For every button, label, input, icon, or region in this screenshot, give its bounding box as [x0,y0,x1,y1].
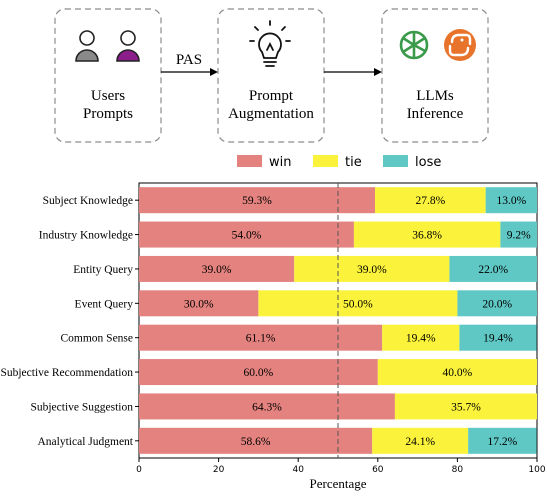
x-tick-label-1: 20 [213,465,225,475]
bar-tie-4 [382,324,460,351]
data-label-win-1: 54.0% [232,230,262,242]
bar-lose-7 [468,427,537,454]
prompt-augmentation-box [217,8,325,143]
y-tick-label-6: Subjective Suggestion [30,401,133,413]
bar-tie-2 [294,255,450,282]
bar-tie-7 [372,427,469,454]
bar-lose-4 [459,324,537,351]
x-tick-label-5: 100 [528,465,545,475]
bar-win-4 [139,324,383,351]
data-label-lose-2: 22.0% [478,264,508,276]
y-tick-label-5: Subjective Recommendation [0,367,133,379]
users-box-line1: Users [91,88,125,104]
data-label-tie-2: 39.0% [357,264,387,276]
bar-lose-0 [485,187,537,214]
chart-legend: win tie lose [237,155,441,170]
x-tick-label-4: 80 [452,465,464,475]
data-label-tie-1: 36.8% [412,230,442,242]
claude-logo-icon [444,29,476,61]
x-tick-label-0: 0 [136,465,142,475]
legend-swatch-lose [383,155,408,167]
bar-tie-6 [394,393,537,420]
arrow-inference [324,68,382,76]
data-label-tie-4: 19.4% [406,333,436,345]
x-tick-label-3: 60 [372,465,384,475]
bar-tie-5 [377,359,537,386]
pipeline-diagram: Users Prompts PAS Prompt Augmentation [54,8,489,143]
arrow-pas [161,68,218,76]
data-label-lose-4: 19.4% [483,333,513,345]
x-tick-label-2: 40 [292,465,304,475]
data-label-win-6: 64.3% [252,401,282,413]
bar-lose-1 [500,221,537,248]
y-tick-label-2: Entity Query [73,264,133,276]
data-label-win-0: 59.3% [242,195,272,207]
stacked-bar-chart: win tie lose 59.3% 27.8% 13.0% 54.0% 36.8% 9.2%… [0,155,546,491]
data-label-win-3: 30.0% [184,298,214,310]
user-gray-icon [75,30,99,62]
user-purple-icon [116,30,140,62]
bar-win-0 [139,187,376,214]
y-tick-label-3: Event Query [75,298,134,310]
bar-tie-3 [258,290,458,317]
data-label-tie-5: 40.0% [443,367,473,379]
bar-win-7 [139,427,373,454]
bar-lose-3 [457,290,537,317]
data-label-win-7: 58.6% [241,436,271,448]
y-tick-label-7: Analytical Judgment [38,436,134,448]
bar-tie-0 [375,187,486,214]
legend-label-win: win [269,155,291,170]
y-tick-label-4: Common Sense [60,333,133,345]
bar-win-3 [139,290,259,317]
legend-swatch-win [237,155,262,167]
data-label-tie-0: 27.8% [415,195,445,207]
llm-box-line1: LLMs [416,88,454,104]
y-tick-label-0: Subject Knowledge [43,195,133,207]
x-axis-ticks: 0 20 40 60 80 100 [136,458,546,475]
legend-label-lose: lose [415,155,441,170]
data-label-tie-3: 50.0% [343,298,373,310]
bar-tie-1 [353,221,501,248]
arrow-pas-label: PAS [176,52,202,68]
data-label-lose-0: 13.0% [496,195,526,207]
data-label-win-2: 39.0% [202,264,232,276]
bar-win-6 [139,393,395,420]
legend-label-tie: tie [345,155,362,170]
y-tick-label-1: Industry Knowledge [39,230,133,242]
legend-swatch-tie [313,155,338,167]
data-label-tie-7: 24.1% [405,436,435,448]
data-label-win-4: 61.1% [246,333,276,345]
lightbulb-icon [249,20,291,67]
x-axis-label: Percentage [309,476,366,491]
llm-box-line2: Inference [407,106,464,122]
data-label-win-5: 60.0% [244,367,274,379]
data-label-lose-7: 17.2% [488,436,518,448]
bar-group: 59.3% 27.8% 13.0% 54.0% 36.8% 9.2% 39.0% 39.0% 2… [139,187,537,454]
openai-logo-icon [399,30,429,60]
y-axis-labels: Subject Knowledge Industry Knowledge Entit… [0,195,139,448]
bar-lose-2 [449,255,537,282]
data-label-lose-3: 20.0% [482,298,512,310]
bar-win-1 [139,221,354,248]
users-box-line2: Prompts [83,106,133,122]
augment-box-line1: Prompt [249,88,294,104]
augment-box-line2: Augmentation [228,106,314,122]
data-label-lose-1: 9.2% [507,230,531,242]
data-label-tie-6: 35.7% [451,401,481,413]
bar-win-2 [139,255,295,282]
llms-inference-box [381,8,489,143]
users-prompts-box [54,8,162,143]
